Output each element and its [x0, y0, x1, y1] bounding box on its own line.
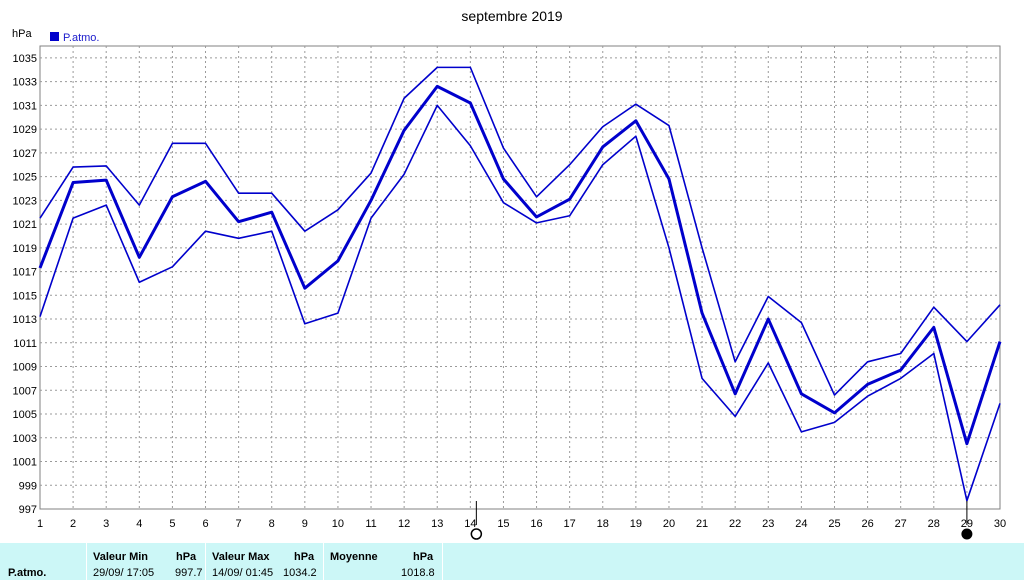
- x-tick-label: 27: [895, 518, 907, 530]
- x-tick-label: 28: [928, 518, 940, 530]
- x-tick-label: 17: [564, 518, 576, 530]
- y-tick-label: 1001: [13, 457, 37, 469]
- y-tick-label: 1017: [13, 267, 37, 279]
- max-date: 14/09/ 01:45: [212, 567, 274, 579]
- mean-value: 1018.8: [401, 567, 435, 579]
- y-tick-label: 1007: [13, 385, 37, 397]
- max-value: 1034.2: [283, 567, 317, 579]
- series-line-mean: [38, 84, 1002, 446]
- divider: [205, 543, 206, 580]
- y-tick-label: 1035: [13, 53, 37, 65]
- divider: [442, 543, 443, 580]
- y-tick-label: 1005: [13, 409, 37, 421]
- x-tick-label: 12: [398, 518, 410, 530]
- moon-markers: [470, 501, 973, 540]
- x-tick-label: 23: [762, 518, 774, 530]
- y-tick-label: 997: [19, 504, 37, 516]
- new-moon-icon: [470, 528, 483, 540]
- plot-area: [39, 45, 1001, 510]
- y-tick-label: 1033: [13, 77, 37, 89]
- x-tick-label: 26: [861, 518, 873, 530]
- min-date: 29/09/ 17:05: [93, 567, 155, 579]
- stats-row-label: P.atmo.: [8, 567, 47, 579]
- x-tick-label: 18: [597, 518, 609, 530]
- series-line-max: [39, 66, 1001, 396]
- legend-swatch: [50, 32, 59, 41]
- max-header: Valeur Max: [212, 551, 270, 563]
- x-tick-label: 11: [365, 518, 376, 530]
- x-tick-label: 7: [236, 518, 242, 530]
- y-tick-label: 1021: [13, 219, 37, 231]
- x-tick-label: 1: [37, 518, 43, 530]
- x-tick-label: 20: [663, 518, 675, 530]
- y-tick-label: 1013: [13, 314, 37, 326]
- chart-title: septembre 2019: [461, 8, 562, 24]
- y-tick-label: 1009: [13, 362, 37, 374]
- x-tick-label: 21: [696, 518, 708, 530]
- x-tick-label: 8: [269, 518, 275, 530]
- y-tick-label: 1019: [13, 243, 37, 255]
- x-tick-label: 22: [729, 518, 741, 530]
- pressure-chart: septembre 2019 hPa P.atmo. 997 999 1001 100…: [12, 8, 1006, 540]
- y-tick-label: 1023: [13, 195, 37, 207]
- x-tick-label: 5: [169, 518, 175, 530]
- x-axis: 1 2 3 4 5 6 7 8 9 10 11 12 13 14 15 16 17 18 19 20 21 22 23 24 2…: [37, 518, 1006, 530]
- x-tick-label: 30: [994, 518, 1006, 530]
- x-tick-label: 19: [630, 518, 642, 530]
- max-unit: hPa: [294, 551, 315, 563]
- min-header: Valeur Min: [93, 551, 149, 563]
- grid: [40, 46, 1000, 509]
- y-tick-label: 1025: [13, 172, 37, 184]
- y-tick-label: 999: [19, 480, 37, 492]
- full-moon-icon: [961, 528, 973, 540]
- x-tick-label: 25: [828, 518, 840, 530]
- divider: [323, 543, 324, 580]
- x-tick-label: 14: [464, 518, 476, 530]
- x-tick-label: 4: [136, 518, 142, 530]
- series-line-min: [39, 104, 1001, 502]
- y-tick-label: 1011: [13, 338, 37, 350]
- x-tick-label: 15: [497, 518, 509, 530]
- y-tick-label: 1015: [13, 290, 37, 302]
- x-tick-label: 16: [530, 518, 542, 530]
- min-value: 997.7: [175, 567, 203, 579]
- stats-bar: P.atmo. Valeur Min hPa 29/09/ 17:05 997.…: [0, 543, 1024, 580]
- y-axis-unit: hPa: [12, 28, 32, 40]
- x-tick-label: 6: [202, 518, 208, 530]
- y-tick-label: 1027: [13, 148, 37, 160]
- x-tick-label: 2: [70, 518, 76, 530]
- x-tick-label: 10: [332, 518, 344, 530]
- x-tick-label: 3: [103, 518, 109, 530]
- x-tick-label: 24: [795, 518, 807, 530]
- y-axis: 997 999 1001 1003 1005 1007 1009 1011 1013 1015 10…: [13, 53, 37, 516]
- x-tick-label: 13: [431, 518, 443, 530]
- series-lines: [38, 66, 1002, 502]
- mean-header: Moyenne: [330, 551, 378, 563]
- y-tick-label: 1031: [13, 100, 37, 112]
- legend-label: P.atmo.: [63, 32, 100, 44]
- x-tick-label: 9: [302, 518, 308, 530]
- y-tick-label: 1029: [13, 124, 37, 136]
- divider: [86, 543, 87, 580]
- min-unit: hPa: [176, 551, 197, 563]
- y-tick-label: 1003: [13, 433, 37, 445]
- mean-unit: hPa: [413, 551, 434, 563]
